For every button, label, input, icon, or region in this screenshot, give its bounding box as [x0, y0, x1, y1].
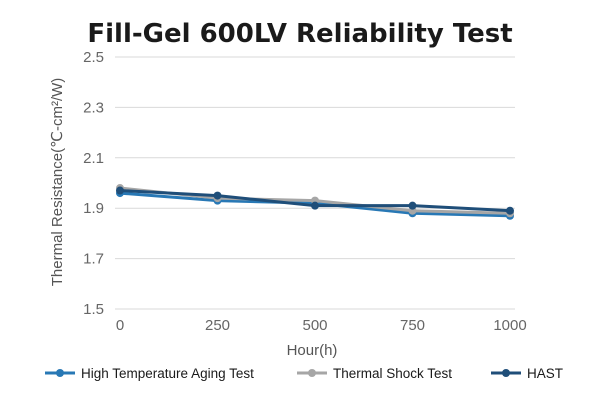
legend-label: High Temperature Aging Test: [81, 366, 254, 381]
x-tick-label: 750: [400, 317, 425, 334]
series-thermal-shock-test: [116, 184, 514, 218]
data-point: [408, 201, 417, 210]
legend-item: High Temperature Aging Test: [45, 366, 254, 381]
legend-item: Thermal Shock Test: [297, 366, 452, 381]
x-tick-label: 250: [205, 317, 230, 334]
x-tick-label: 1000: [493, 317, 526, 334]
y-tick-label: 1.5: [83, 301, 104, 318]
x-tick-label: 500: [302, 317, 327, 334]
data-point: [116, 186, 124, 195]
legend-marker: [56, 369, 64, 377]
y-axis-label: Thermal Resistance(℃-cm²/W): [49, 78, 66, 287]
legend-marker: [308, 369, 316, 377]
legend-marker: [502, 369, 510, 377]
y-tick-label: 2.3: [83, 99, 104, 116]
chart-title: Fill-Gel 600LV Reliability Test: [87, 19, 512, 49]
x-axis-ticks: 0 250 500 750 1000: [116, 317, 527, 334]
data-point: [506, 206, 514, 215]
legend: High Temperature Aging Test Thermal Shock…: [45, 366, 563, 381]
y-tick-label: 1.9: [83, 200, 104, 217]
data-point: [213, 191, 222, 200]
y-axis-ticks: 1.5 1.7 1.9 2.1 2.3 2.5: [83, 49, 104, 318]
gridlines: [115, 56, 515, 310]
legend-label: Thermal Shock Test: [333, 366, 452, 381]
series-hast: [116, 186, 514, 215]
x-tick-label: 0: [116, 317, 124, 334]
y-tick-label: 2.5: [83, 49, 104, 66]
legend-label: HAST: [527, 366, 563, 381]
y-tick-label: 2.1: [83, 150, 104, 167]
legend-item: HAST: [491, 366, 563, 381]
data-point: [311, 201, 319, 210]
series-lines: [116, 184, 514, 220]
x-axis-label: Hour(h): [287, 342, 338, 359]
y-tick-label: 1.7: [83, 251, 104, 268]
